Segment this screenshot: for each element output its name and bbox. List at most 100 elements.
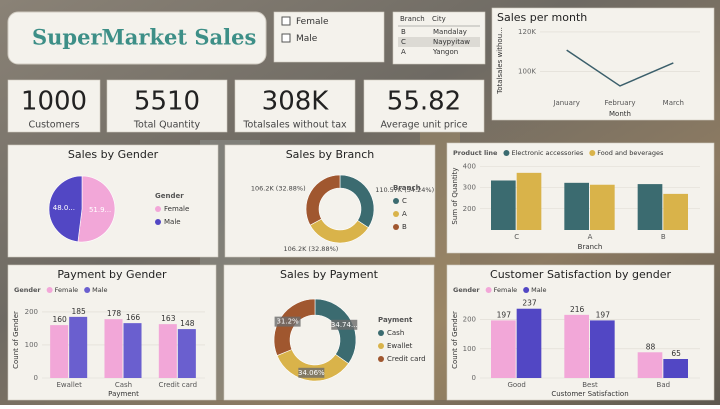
chart-title: Payment by Gender: [57, 268, 167, 281]
legend-marker: [393, 211, 399, 217]
y-axis-label: Totalsales withou...: [496, 27, 504, 95]
data-label: 163: [161, 314, 176, 323]
legend-label[interactable]: A: [402, 210, 407, 218]
bar[interactable]: [663, 359, 688, 378]
y-tick-label: 200: [463, 316, 476, 324]
data-label: 65: [671, 349, 681, 358]
x-tick-label: Cash: [115, 381, 132, 389]
legend-marker: [393, 198, 399, 204]
legend-marker: [155, 219, 161, 225]
donut-slice[interactable]: [273, 298, 316, 356]
chart-title: Sales by Payment: [280, 268, 379, 281]
bar[interactable]: [50, 325, 69, 378]
checkbox[interactable]: [281, 33, 291, 43]
data-label: 166: [126, 313, 141, 322]
bar[interactable]: [177, 329, 196, 378]
table-cell[interactable]: Naypyitaw: [433, 38, 470, 46]
legend-label[interactable]: C: [402, 197, 407, 205]
legend-label[interactable]: Cash: [387, 329, 404, 337]
legend-label[interactable]: Female: [494, 286, 518, 294]
pie-slice[interactable]: [48, 175, 83, 243]
table-cell[interactable]: Yangon: [432, 48, 458, 56]
bar[interactable]: [516, 172, 542, 230]
x-tick-label: Good: [507, 381, 525, 389]
y-axis-label: Count of Gender: [451, 311, 459, 369]
bar[interactable]: [123, 323, 142, 378]
legend-label[interactable]: B: [402, 223, 407, 231]
data-label: 148: [180, 319, 195, 328]
bar[interactable]: [590, 320, 615, 378]
table-cell[interactable]: C: [401, 38, 406, 46]
bar[interactable]: [491, 180, 516, 230]
legend-label[interactable]: Male: [92, 286, 107, 294]
label-bg: [331, 319, 358, 330]
legend-label[interactable]: Credit card: [387, 355, 426, 363]
x-axis-label: Customer Satisfaction: [551, 390, 628, 398]
y-tick-label: 0: [34, 374, 38, 382]
kpi-label: Customers: [28, 120, 79, 131]
table-cell[interactable]: Mandalay: [433, 28, 467, 36]
x-axis-label: Branch: [578, 243, 603, 251]
bar[interactable]: [516, 308, 542, 378]
table-cell[interactable]: A: [401, 48, 406, 56]
kpi-card: [234, 79, 356, 133]
table-header: City: [432, 15, 446, 23]
data-label: 34.74...: [331, 321, 358, 329]
bar[interactable]: [564, 182, 589, 230]
bar[interactable]: [69, 316, 88, 378]
data-label: 185: [72, 307, 87, 316]
data-label: 31.2%: [276, 318, 299, 326]
kpi-value: 55.82: [387, 87, 461, 117]
data-label: 237: [522, 299, 537, 308]
legend-marker: [84, 287, 91, 293]
bar[interactable]: [590, 184, 615, 230]
slicer-option[interactable]: Female: [296, 17, 329, 27]
y-tick-label: 400: [463, 162, 476, 170]
y-axis-label: Count of Gender: [12, 311, 20, 369]
legend-label[interactable]: Electronic accessories: [511, 149, 583, 157]
donut-slice[interactable]: [305, 174, 341, 226]
table-cell[interactable]: B: [401, 28, 406, 36]
bar[interactable]: [158, 324, 177, 378]
y-tick-label: 100K: [518, 67, 536, 75]
row-highlight: [398, 37, 480, 47]
legend-marker: [378, 343, 384, 349]
gender-slicer: [273, 11, 385, 63]
y-tick-label: 100: [463, 345, 476, 353]
kpi-card: [7, 79, 101, 133]
bar[interactable]: [663, 193, 688, 230]
slicer-option[interactable]: Male: [296, 34, 318, 44]
bar[interactable]: [637, 184, 663, 230]
kpi-label: Totalsales without tax: [242, 120, 347, 131]
legend-marker: [393, 224, 399, 230]
legend-label[interactable]: Male: [531, 286, 546, 294]
checkbox[interactable]: [281, 16, 291, 26]
legend-label[interactable]: Female: [164, 205, 189, 213]
kpi-value: 1000: [21, 87, 87, 117]
kpi-value: 5510: [134, 87, 200, 117]
legend-marker: [46, 287, 53, 293]
legend-label[interactable]: Female: [55, 286, 79, 294]
bar[interactable]: [637, 352, 663, 378]
x-tick-label: Credit card: [159, 381, 198, 389]
bar[interactable]: [491, 320, 516, 378]
legend-label[interactable]: Ewallet: [387, 342, 413, 350]
kpi-label: Total Quantity: [133, 120, 201, 131]
legend-marker: [589, 150, 596, 156]
chart-panel: [491, 7, 715, 121]
line: [566, 49, 674, 87]
chart-title: Sales per month: [497, 11, 587, 24]
dashboard-title: SuperMarket Sales: [32, 25, 256, 50]
legend-label[interactable]: Male: [164, 218, 181, 226]
legend-title: Branch: [393, 184, 421, 192]
chart-title: Sales by Gender: [68, 148, 159, 161]
legend-label[interactable]: Food and beverages: [597, 149, 664, 157]
legend-marker: [503, 150, 510, 156]
bar[interactable]: [564, 314, 589, 378]
data-label: 197: [497, 310, 512, 319]
legend-title: Product line: [453, 149, 498, 157]
pie-slice[interactable]: [77, 175, 116, 243]
bar[interactable]: [104, 319, 123, 378]
legend-title: Gender: [453, 286, 480, 294]
data-label: 106.2K (32.88%): [284, 245, 339, 253]
